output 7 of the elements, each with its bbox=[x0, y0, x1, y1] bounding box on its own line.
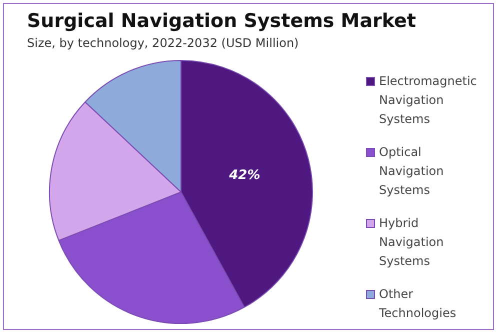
data-label: 42% bbox=[228, 168, 260, 184]
legend-label: Other Technologies bbox=[379, 286, 458, 322]
legend-label: Electromagnetic Navigation Systems bbox=[379, 73, 478, 128]
legend-label: Hybrid Navigation Systems bbox=[379, 215, 445, 270]
chart-subtitle: Size, by technology, 2022-2032 (USD Million) bbox=[27, 36, 299, 50]
chart-title: Surgical Navigation Systems Market bbox=[27, 10, 416, 32]
legend-label: Optical Navigation Systems bbox=[379, 144, 445, 199]
